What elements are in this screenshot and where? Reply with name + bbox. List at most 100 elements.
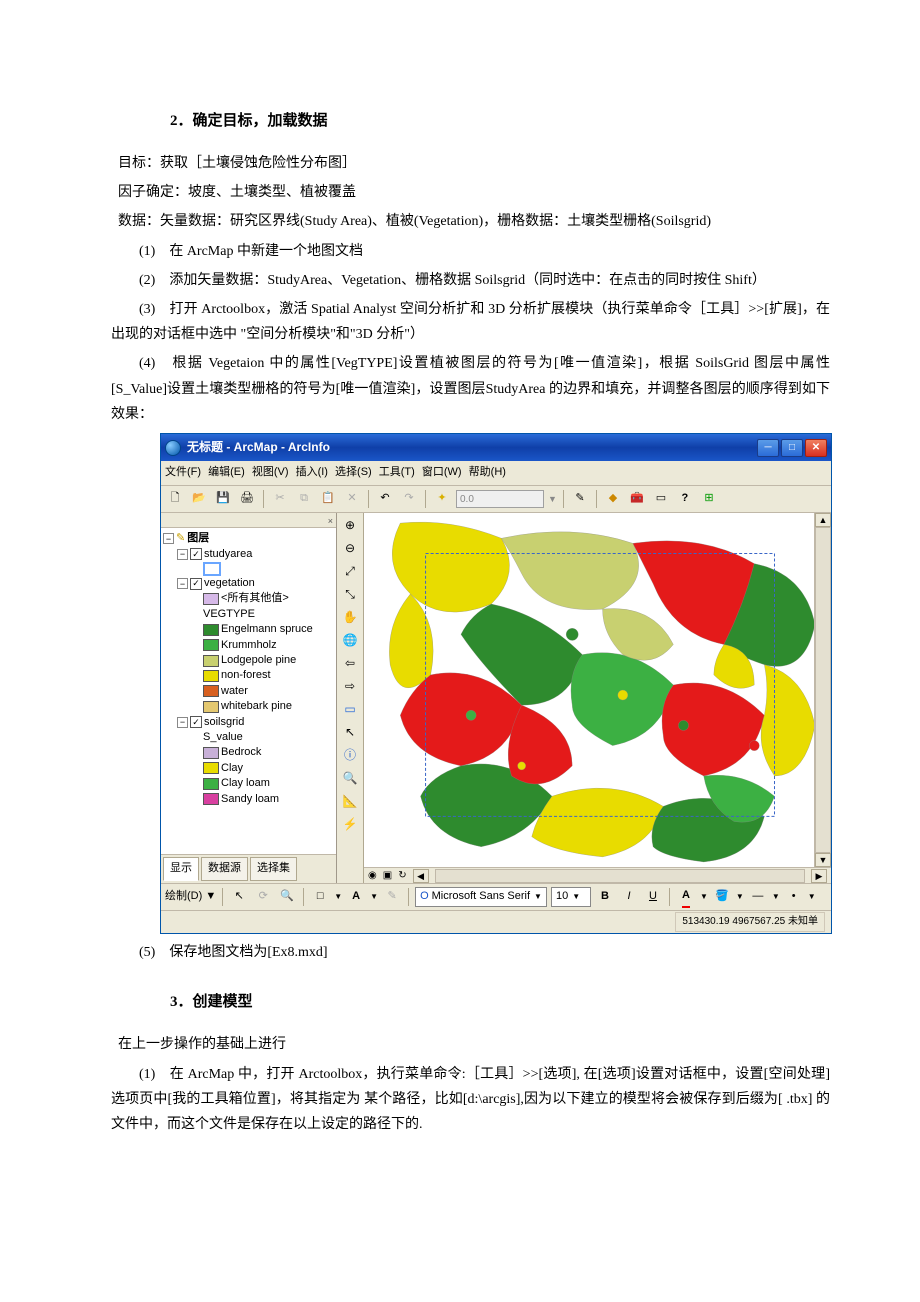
layer-soilsgrid[interactable]: − ✓ soilsgrid bbox=[163, 715, 334, 730]
step-4: (4) 根据 Vegetaion 中的属性[VegTYPE]设置植被图层的符号为… bbox=[111, 351, 830, 427]
measure-icon[interactable]: 📐 bbox=[340, 793, 360, 811]
veg-nonforest[interactable]: non-forest bbox=[163, 668, 334, 683]
marker-color-icon[interactable]: • bbox=[784, 887, 804, 907]
text-icon[interactable]: A bbox=[346, 887, 366, 907]
edit-vertices-icon[interactable]: ✎ bbox=[382, 887, 402, 907]
maximize-button[interactable]: □ bbox=[781, 439, 803, 457]
soil-clay[interactable]: Clay bbox=[163, 761, 334, 776]
select-element-icon[interactable]: ↖ bbox=[229, 887, 249, 907]
italic-icon[interactable]: I bbox=[619, 887, 639, 907]
editor-toolbar-icon[interactable]: ✎ bbox=[570, 489, 590, 509]
shape-dropdown-icon[interactable]: ▼ bbox=[334, 890, 342, 904]
coords-display: 513430.19 4967567.25 未知单 bbox=[675, 912, 825, 932]
map-canvas[interactable]: ▲ ▼ ◉ ▣ ↻ ◀ ▶ bbox=[364, 513, 831, 883]
toc-tab-selection[interactable]: 选择集 bbox=[250, 857, 297, 881]
horizontal-scrollbar[interactable] bbox=[435, 869, 805, 883]
underline-icon[interactable]: U bbox=[643, 887, 663, 907]
line-color-icon[interactable]: — bbox=[748, 887, 768, 907]
pan-icon[interactable]: ✋ bbox=[340, 609, 360, 627]
rectangle-icon[interactable]: □ bbox=[310, 887, 330, 907]
fixed-zoom-out-icon[interactable]: ⤡ bbox=[340, 586, 360, 604]
scroll-up-icon[interactable]: ▲ bbox=[815, 513, 831, 527]
select-elements-icon[interactable]: ↖ bbox=[340, 724, 360, 742]
close-button[interactable]: ✕ bbox=[805, 439, 827, 457]
rotate-icon[interactable]: ⟳ bbox=[253, 887, 273, 907]
vertical-scrollbar[interactable]: ▲ ▼ bbox=[814, 513, 831, 867]
find-icon[interactable]: 🔍 bbox=[340, 770, 360, 788]
undo-icon[interactable]: ↶ bbox=[375, 489, 395, 509]
veg-water[interactable]: water bbox=[163, 684, 334, 699]
select-features-icon[interactable]: ▭ bbox=[340, 701, 360, 719]
refresh-icon[interactable]: ↻ bbox=[398, 867, 406, 883]
font-color-icon[interactable]: A bbox=[676, 887, 696, 907]
hyperlink-icon[interactable]: ⚡ bbox=[340, 816, 360, 834]
scroll-left-icon[interactable]: ◀ bbox=[413, 869, 429, 883]
veg-whitebark[interactable]: whitebark pine bbox=[163, 699, 334, 714]
fill-color-dropdown-icon[interactable]: ▼ bbox=[736, 890, 744, 904]
print-icon[interactable]: 🖨 bbox=[237, 489, 257, 509]
marker-color-dropdown-icon[interactable]: ▼ bbox=[808, 890, 816, 904]
text-dropdown-icon[interactable]: ▼ bbox=[370, 890, 378, 904]
full-extent-icon[interactable]: 🌐 bbox=[340, 632, 360, 650]
arccatalog-icon[interactable]: ◆ bbox=[603, 489, 623, 509]
font-size-select[interactable]: 10 ▼ bbox=[551, 887, 591, 907]
delete-icon[interactable]: ✕ bbox=[342, 489, 362, 509]
menu-insert[interactable]: 插入(I) bbox=[296, 466, 328, 478]
line-color-dropdown-icon[interactable]: ▼ bbox=[772, 890, 780, 904]
command-line-icon[interactable]: ▭ bbox=[651, 489, 671, 509]
scale-dropdown-icon[interactable]: ▼ bbox=[548, 491, 557, 507]
bold-icon[interactable]: B bbox=[595, 887, 615, 907]
veg-lodgepole[interactable]: Lodgepole pine bbox=[163, 653, 334, 668]
step-5: (5) 保存地图文档为[Ex8.mxd] bbox=[111, 940, 830, 965]
menu-edit[interactable]: 编辑(E) bbox=[208, 466, 245, 478]
fixed-zoom-in-icon[interactable]: ⤢ bbox=[340, 563, 360, 581]
layer-studyarea[interactable]: − ✓ studyarea bbox=[163, 547, 334, 562]
scroll-right-icon[interactable]: ▶ bbox=[811, 869, 827, 883]
forward-extent-icon[interactable]: ⇨ bbox=[340, 678, 360, 696]
whats-this-icon[interactable]: ? bbox=[675, 489, 695, 509]
draw-menu[interactable]: 绘制(D) ▼ bbox=[165, 887, 216, 907]
copy-icon[interactable]: ⧉ bbox=[294, 489, 314, 509]
soil-sandyloam[interactable]: Sandy loam bbox=[163, 792, 334, 807]
toc-close-icon[interactable]: × bbox=[161, 513, 336, 528]
save-icon[interactable]: 💾 bbox=[213, 489, 233, 509]
menu-help[interactable]: 帮助(H) bbox=[469, 466, 506, 478]
zoom-in-icon[interactable]: ⊕ bbox=[340, 517, 360, 535]
redo-icon[interactable]: ↷ bbox=[399, 489, 419, 509]
zoom-out-icon[interactable]: ⊖ bbox=[340, 540, 360, 558]
menu-tools[interactable]: 工具(T) bbox=[379, 466, 415, 478]
model-builder-icon[interactable]: ⊞ bbox=[699, 489, 719, 509]
data-view-icon[interactable]: ◉ bbox=[368, 867, 377, 883]
zoom-control-icon[interactable]: 🔍 bbox=[277, 887, 297, 907]
veg-krummholz[interactable]: Krummholz bbox=[163, 638, 334, 653]
new-icon[interactable]: 🗋 bbox=[165, 489, 185, 509]
font-color-dropdown-icon[interactable]: ▼ bbox=[700, 890, 708, 904]
identify-icon[interactable]: ⓘ bbox=[340, 747, 360, 765]
veg-other[interactable]: <所有其他值> bbox=[163, 591, 334, 606]
fill-color-icon[interactable]: 🪣 bbox=[712, 887, 732, 907]
menubar: 文件(F) 编辑(E) 视图(V) 插入(I) 选择(S) 工具(T) 窗口(W… bbox=[161, 461, 831, 486]
back-extent-icon[interactable]: ⇦ bbox=[340, 655, 360, 673]
layer-vegetation[interactable]: − ✓ vegetation bbox=[163, 576, 334, 591]
soil-clayloam[interactable]: Clay loam bbox=[163, 776, 334, 791]
minimize-button[interactable]: ─ bbox=[757, 439, 779, 457]
toc-root[interactable]: − ✎ 图层 bbox=[163, 531, 334, 546]
menu-file[interactable]: 文件(F) bbox=[165, 466, 201, 478]
paste-icon[interactable]: 📋 bbox=[318, 489, 338, 509]
scroll-down-icon[interactable]: ▼ bbox=[815, 853, 831, 867]
add-data-icon[interactable]: ✦ bbox=[432, 489, 452, 509]
toc-tab-display[interactable]: 显示 bbox=[163, 857, 199, 881]
arctoolbox-icon[interactable]: 🧰 bbox=[627, 489, 647, 509]
toc-tab-source[interactable]: 数据源 bbox=[201, 857, 248, 881]
soil-bedrock[interactable]: Bedrock bbox=[163, 745, 334, 760]
veg-engelmann[interactable]: Engelmann spruce bbox=[163, 622, 334, 637]
open-icon[interactable]: 📂 bbox=[189, 489, 209, 509]
menu-select[interactable]: 选择(S) bbox=[335, 466, 372, 478]
menu-view[interactable]: 视图(V) bbox=[252, 466, 289, 478]
font-family-select[interactable]: O Microsoft Sans Serif ▼ bbox=[415, 887, 547, 907]
cut-icon[interactable]: ✂ bbox=[270, 489, 290, 509]
scale-input[interactable]: 0.0 bbox=[456, 490, 544, 508]
layout-view-icon[interactable]: ▣ bbox=[383, 867, 392, 883]
menu-window[interactable]: 窗口(W) bbox=[422, 466, 462, 478]
studyarea-symbol[interactable] bbox=[163, 562, 334, 576]
